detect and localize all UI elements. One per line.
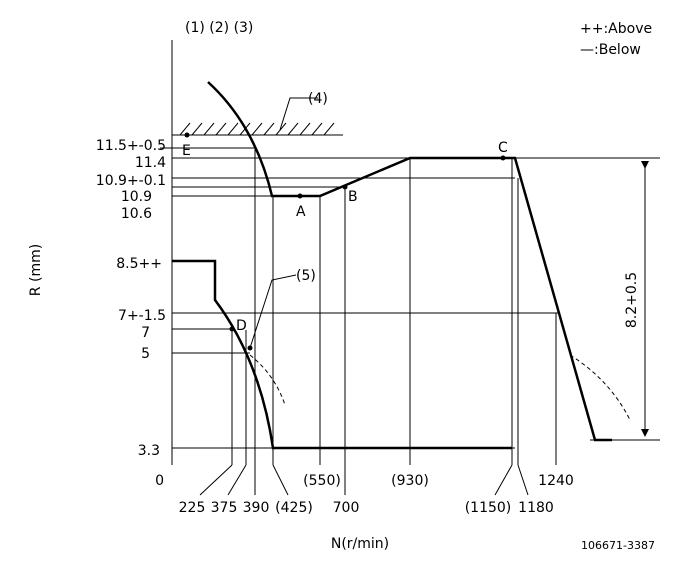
y-title: R (mm) (28, 244, 44, 296)
x-label: 700 (333, 500, 360, 516)
x-label: 375 (211, 500, 238, 516)
hatch (172, 97, 343, 349)
header: (1) (2) (3) (185, 20, 253, 36)
x-labels: (550) (930) 1240 225 375 390 (425) 700 (… (179, 473, 574, 516)
y-label: 10.9 (121, 189, 152, 205)
y-label: 5 (141, 346, 150, 362)
legend-entry: —:Below (580, 42, 641, 58)
y-label: 10.9+-0.1 (96, 173, 166, 189)
y-label: 3.3 (138, 443, 160, 459)
y-label: 7+-1.5 (118, 308, 166, 324)
y-label: 8.5++ (116, 256, 162, 272)
y-label: 10.6 (121, 206, 152, 222)
y-label: 7 (141, 325, 150, 341)
point-label: C (498, 140, 508, 156)
x-title: N(r/min) (331, 536, 389, 552)
annotation: (4) (308, 91, 328, 107)
y-label: 0 (155, 473, 164, 489)
point-label: E (182, 143, 191, 159)
legend-entry: ++:Above (580, 21, 652, 37)
grid-lines (160, 40, 660, 496)
x-label: (550) (303, 473, 341, 489)
y-label: 11.5+-0.5 (96, 138, 166, 154)
x-label: 390 (243, 500, 270, 516)
x-label: 1180 (518, 500, 554, 516)
y-label: 11.4 (135, 155, 166, 171)
point-label: D (236, 318, 247, 334)
x-label: 225 (179, 500, 206, 516)
x-label: 1240 (538, 473, 574, 489)
point-label: A (296, 204, 306, 220)
x-label: (930) (391, 473, 429, 489)
footer-code: 106671-3387 (581, 539, 655, 552)
annotation: 8.2+0.5 (624, 272, 640, 328)
annotation: (5) (296, 268, 316, 284)
y-labels: 11.5+-0.5 11.4 10.9+-0.1 10.9 10.6 8.5++… (96, 138, 166, 489)
point-label: B (348, 189, 358, 205)
curves (172, 81, 649, 450)
x-label: (1150) (465, 500, 512, 516)
x-label: (425) (275, 500, 313, 516)
